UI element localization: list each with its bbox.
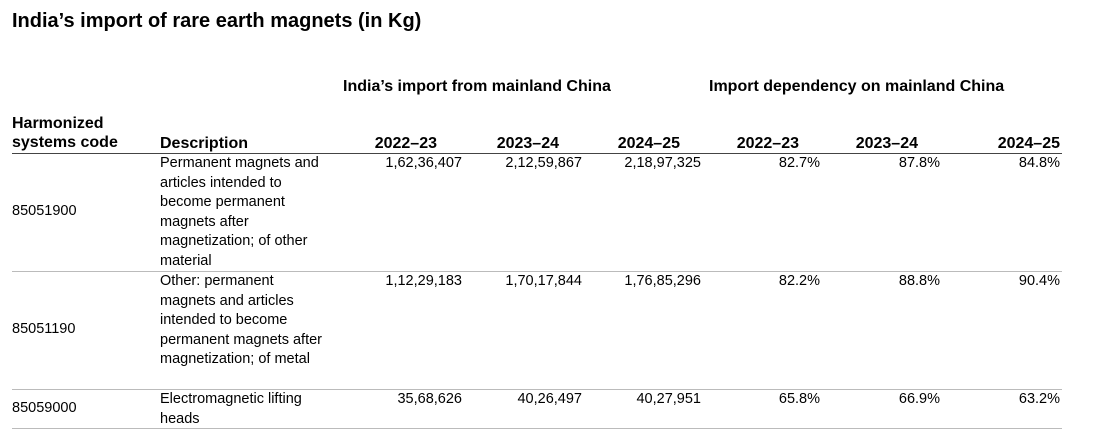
description: Permanent magnets and articles intended … (160, 155, 319, 269)
column-header: 2024–25 (617, 135, 680, 152)
value-cell: 90.4% (1018, 273, 1060, 289)
column-header: 2023–24 (855, 135, 918, 152)
value-cell: 66.9% (898, 391, 940, 407)
description: Electromagnetic lifting heads (160, 391, 302, 427)
value-cell: 1,70,17,844 (505, 273, 582, 289)
title: India’s import of rare earth magnets (in… (12, 10, 422, 32)
value-cell: 87.8% (898, 155, 940, 171)
value-cell: 65.8% (778, 391, 820, 407)
column-header: Harmonized systems code (12, 115, 118, 151)
value-cell: 1,62,36,407 (385, 155, 462, 171)
value-cell: 1,12,29,183 (385, 273, 462, 289)
group-header: India’s import from mainland China (343, 78, 611, 95)
value-cell: 40,26,497 (517, 391, 582, 407)
hs-code: 85051190 (12, 321, 76, 337)
column-header: 2023–24 (496, 135, 559, 152)
value-cell: 2,12,59,867 (505, 155, 582, 171)
description: Other: permanent magnets and articles in… (160, 273, 323, 367)
hs-code: 85051900 (12, 203, 77, 219)
group-header: Import dependency on mainland China (709, 78, 1005, 95)
value-cell: 2,18,97,325 (624, 155, 701, 171)
row-rule (12, 389, 1062, 390)
column-header: Description (160, 135, 249, 152)
column-header: 2022–23 (374, 135, 437, 152)
value-cell: 40,27,951 (636, 391, 701, 407)
row-rule (12, 428, 1062, 429)
column-header: 2022–23 (736, 135, 799, 152)
header-rule (12, 153, 1062, 154)
value-cell: 82.2% (778, 273, 820, 289)
value-cell: 88.8% (898, 273, 940, 289)
value-cell: 35,68,626 (397, 391, 462, 407)
value-cell: 84.8% (1018, 155, 1060, 171)
row-rule (12, 271, 1062, 272)
column-header: 2024–25 (997, 135, 1060, 152)
value-cell: 63.2% (1018, 391, 1060, 407)
hs-code: 85059000 (12, 399, 77, 416)
value-cell: 82.7% (778, 155, 820, 171)
value-cell: 1,76,85,296 (624, 273, 701, 289)
